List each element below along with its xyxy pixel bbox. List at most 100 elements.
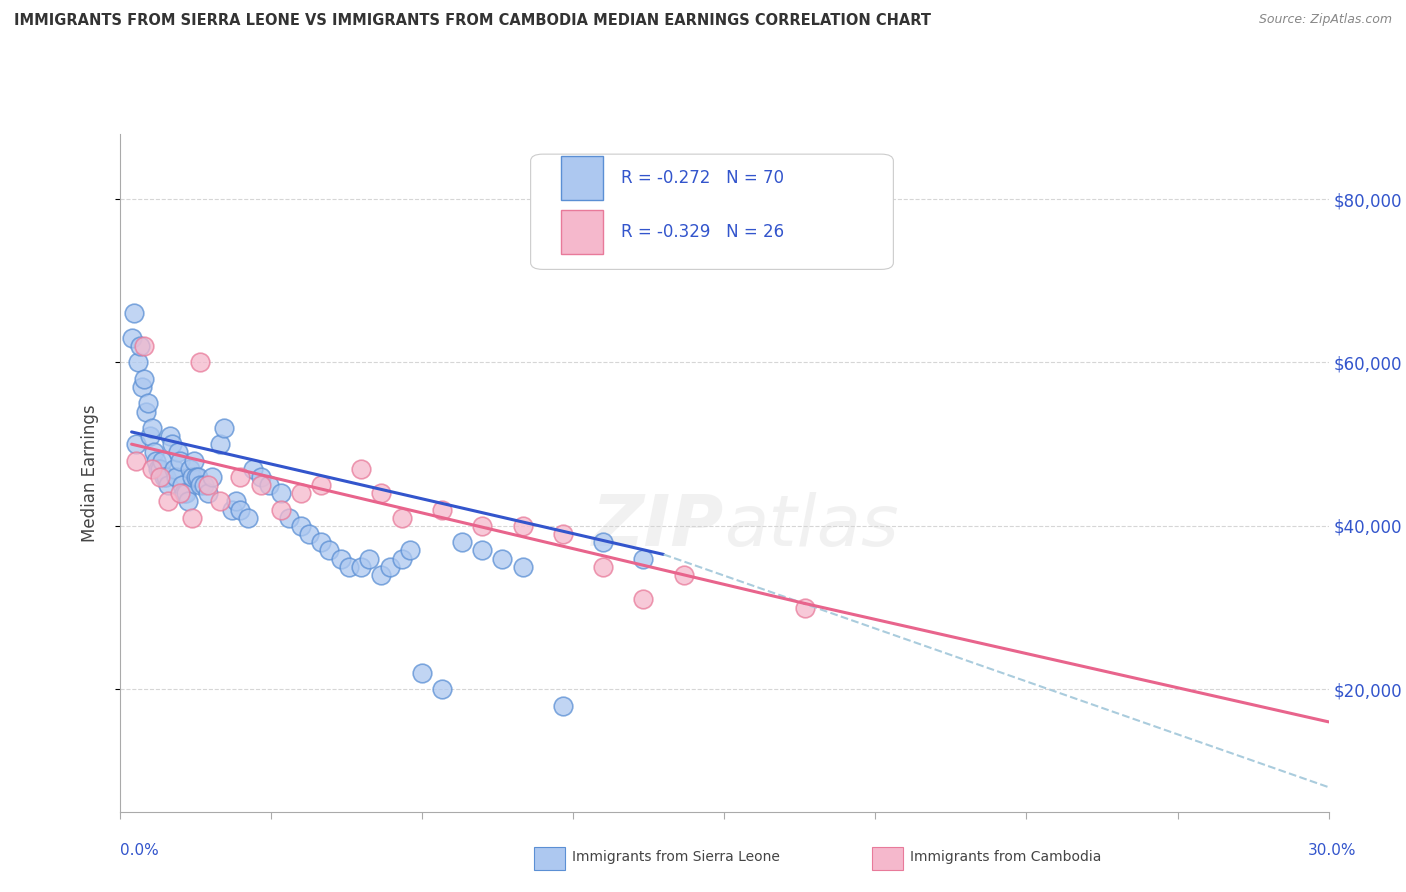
Point: [141, 421, 163, 435]
Point: [391, 551, 413, 566]
Point: [150, 453, 173, 467]
Point: [149, 461, 172, 475]
Point: [188, 355, 211, 369]
Point: [121, 331, 143, 345]
Point: [163, 461, 186, 475]
Point: [184, 470, 207, 484]
Point: [135, 404, 157, 418]
Point: [181, 470, 204, 484]
Point: [378, 559, 401, 574]
Point: [451, 535, 474, 549]
FancyBboxPatch shape: [530, 154, 893, 269]
Point: [309, 535, 332, 549]
Point: [592, 535, 614, 549]
Point: [592, 559, 614, 574]
Point: [229, 502, 252, 516]
Point: [170, 478, 193, 492]
Text: ZIP: ZIP: [592, 492, 724, 561]
Point: [249, 470, 271, 484]
Point: [551, 527, 574, 541]
Point: [491, 551, 513, 566]
Point: [167, 445, 190, 459]
FancyBboxPatch shape: [561, 156, 603, 200]
Text: R = -0.272   N = 70: R = -0.272 N = 70: [621, 169, 785, 186]
Y-axis label: Median Earnings: Median Earnings: [80, 404, 98, 541]
Point: [370, 486, 392, 500]
Point: [128, 339, 150, 353]
Point: [214, 421, 236, 435]
Point: [197, 478, 219, 492]
Point: [430, 682, 453, 697]
Point: [350, 559, 373, 574]
Point: [209, 437, 232, 451]
Point: [270, 502, 292, 516]
Point: [169, 453, 191, 467]
Point: [124, 453, 146, 467]
FancyBboxPatch shape: [561, 211, 603, 254]
Point: [430, 502, 453, 516]
Point: [471, 519, 494, 533]
Text: 30.0%: 30.0%: [1309, 843, 1357, 858]
Point: [242, 461, 264, 475]
Point: [337, 559, 360, 574]
Point: [512, 519, 534, 533]
Point: [350, 461, 373, 475]
Point: [229, 470, 252, 484]
Point: [197, 486, 219, 500]
Point: [359, 551, 381, 566]
Point: [225, 494, 247, 508]
Point: [193, 478, 215, 492]
Point: [257, 478, 280, 492]
Point: [160, 437, 183, 451]
Text: Source: ZipAtlas.com: Source: ZipAtlas.com: [1258, 13, 1392, 27]
Point: [370, 567, 392, 582]
Point: [471, 543, 494, 558]
Point: [155, 470, 177, 484]
Point: [209, 494, 232, 508]
Point: [153, 470, 176, 484]
Text: atlas: atlas: [724, 492, 898, 561]
Point: [551, 698, 574, 713]
Point: [633, 592, 655, 607]
Point: [169, 486, 191, 500]
Point: [249, 478, 271, 492]
Text: Immigrants from Cambodia: Immigrants from Cambodia: [910, 850, 1101, 864]
Point: [179, 461, 201, 475]
Point: [159, 429, 181, 443]
Point: [146, 461, 169, 475]
Point: [201, 470, 224, 484]
Text: IMMIGRANTS FROM SIERRA LEONE VS IMMIGRANTS FROM CAMBODIA MEDIAN EARNINGS CORRELA: IMMIGRANTS FROM SIERRA LEONE VS IMMIGRAN…: [14, 13, 931, 29]
Point: [165, 470, 187, 484]
Point: [177, 494, 200, 508]
Point: [122, 306, 145, 320]
Point: [391, 510, 413, 524]
Text: Immigrants from Sierra Leone: Immigrants from Sierra Leone: [572, 850, 780, 864]
Point: [411, 665, 433, 680]
Point: [793, 600, 815, 615]
Point: [142, 445, 165, 459]
Text: R = -0.329   N = 26: R = -0.329 N = 26: [621, 223, 785, 241]
Point: [156, 478, 179, 492]
Point: [277, 510, 299, 524]
Point: [512, 559, 534, 574]
Point: [124, 437, 146, 451]
Point: [290, 486, 312, 500]
Point: [221, 502, 243, 516]
Point: [270, 486, 292, 500]
Text: 0.0%: 0.0%: [120, 843, 159, 858]
Point: [183, 453, 205, 467]
Point: [290, 519, 312, 533]
Point: [138, 429, 162, 443]
Point: [156, 494, 179, 508]
Point: [174, 486, 197, 500]
Point: [173, 486, 195, 500]
Point: [633, 551, 655, 566]
Point: [238, 510, 260, 524]
Point: [188, 478, 211, 492]
Point: [330, 551, 353, 566]
Point: [127, 355, 149, 369]
Point: [132, 372, 155, 386]
Point: [145, 453, 167, 467]
Point: [131, 380, 153, 394]
Point: [141, 461, 163, 475]
